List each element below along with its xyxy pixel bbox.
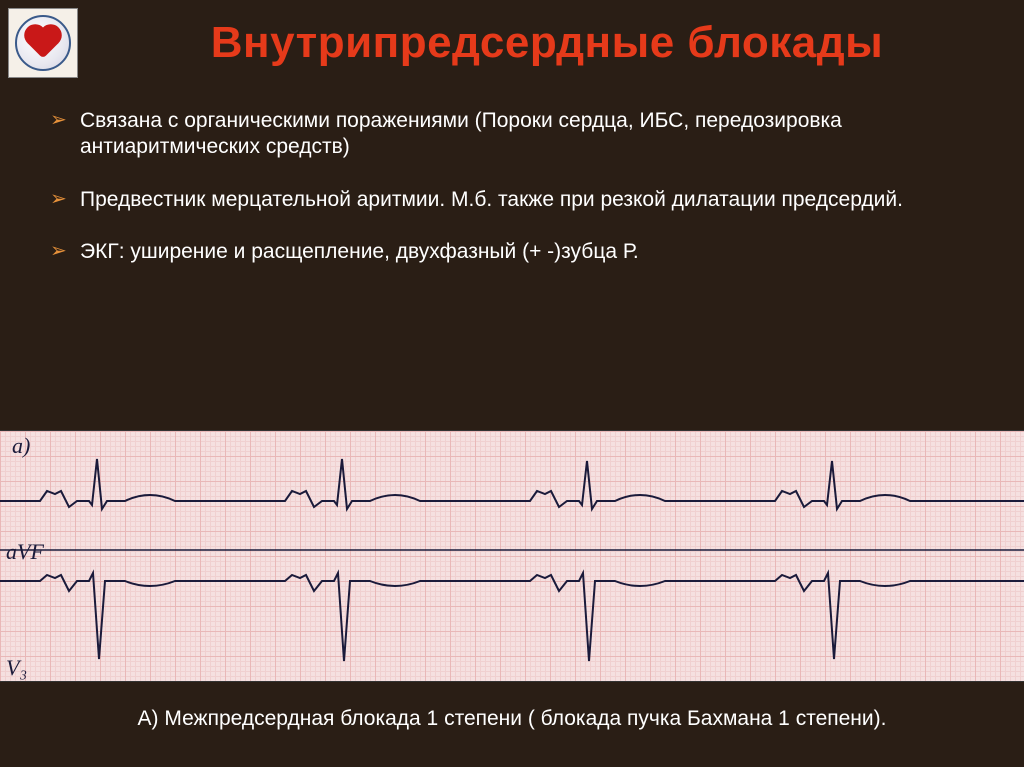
ecg-strip: a) aVF V₃ — [0, 430, 1024, 682]
logo-heart-icon — [27, 27, 58, 58]
logo-circle — [15, 15, 71, 71]
bullet-item: Связана с органическими поражениями (Пор… — [50, 108, 974, 161]
bullet-item: ЭКГ: уширение и расщепление, двухфазный … — [50, 239, 974, 265]
bullet-item: Предвестник мерцательной аритмии. М.б. т… — [50, 187, 974, 213]
slide-title: Внутрипредсердные блокады — [0, 0, 1024, 68]
ecg-trace-lead2 — [0, 533, 1024, 683]
heart-logo — [8, 8, 78, 78]
ecg-divider — [0, 549, 1024, 551]
ecg-caption: А) Межпредсердная блокада 1 степени ( бл… — [0, 707, 1024, 731]
bullet-list: Связана с органическими поражениями (Пор… — [0, 68, 1024, 265]
